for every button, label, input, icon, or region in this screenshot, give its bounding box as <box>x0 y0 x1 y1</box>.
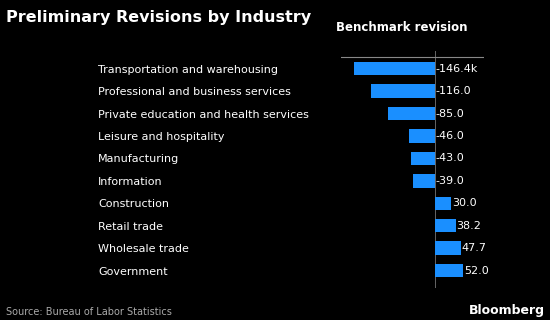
Text: 47.7: 47.7 <box>461 243 487 253</box>
Text: -46.0: -46.0 <box>436 131 464 141</box>
Bar <box>354 62 434 76</box>
Text: Source: Bureau of Labor Statistics: Source: Bureau of Labor Statistics <box>6 307 172 317</box>
Text: -39.0: -39.0 <box>436 176 464 186</box>
Bar <box>409 129 434 143</box>
Bar <box>434 241 461 255</box>
Bar <box>434 196 451 210</box>
Text: Preliminary Revisions by Industry: Preliminary Revisions by Industry <box>6 10 311 25</box>
Bar <box>411 152 435 165</box>
Bar <box>388 107 435 120</box>
Bar <box>434 264 463 277</box>
Text: -146.4k: -146.4k <box>436 64 478 74</box>
Bar <box>371 84 435 98</box>
Text: Benchmark revision: Benchmark revision <box>336 20 468 34</box>
Text: 30.0: 30.0 <box>452 198 476 208</box>
Text: 52.0: 52.0 <box>464 266 489 276</box>
Text: 38.2: 38.2 <box>456 221 481 231</box>
Text: -43.0: -43.0 <box>436 153 464 164</box>
Text: Bloomberg: Bloomberg <box>469 304 544 317</box>
Bar <box>434 219 455 232</box>
Bar <box>413 174 435 188</box>
Text: -116.0: -116.0 <box>436 86 471 96</box>
Text: -85.0: -85.0 <box>436 108 464 118</box>
